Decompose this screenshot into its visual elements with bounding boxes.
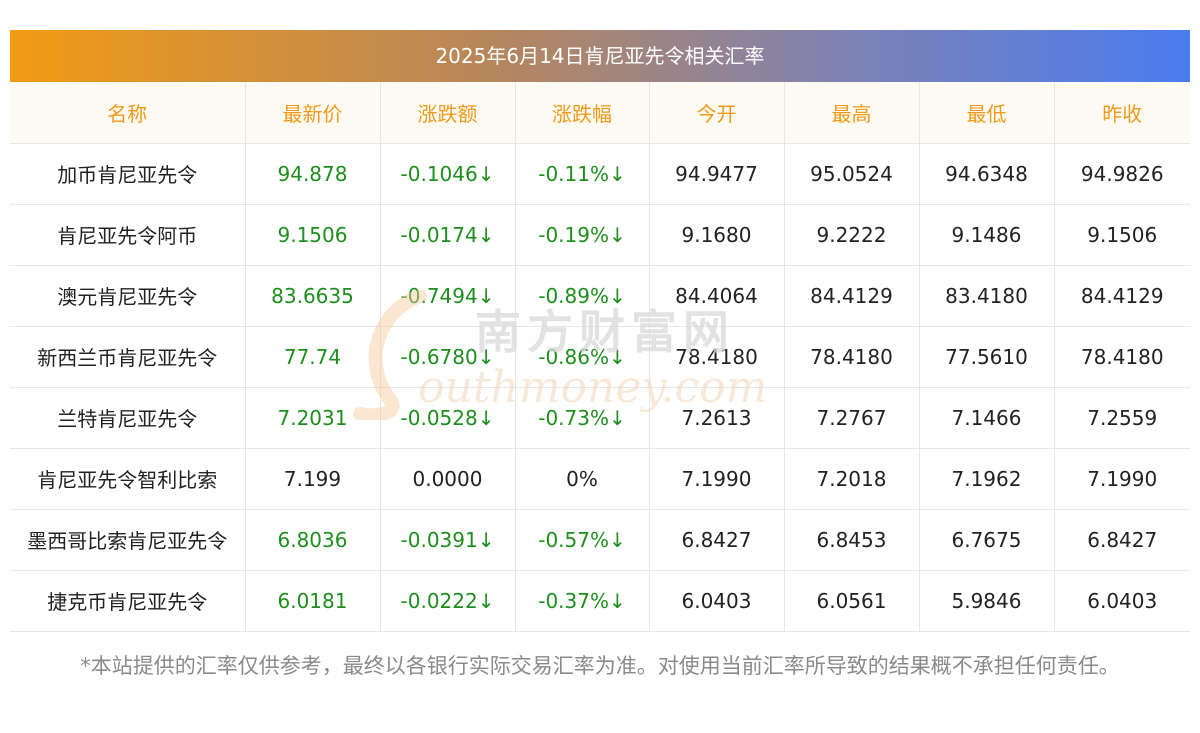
row-low: 9.1486	[919, 204, 1055, 266]
table-row: 肯尼亚先令阿币 9.1506 -0.0174↓ -0.19%↓ 9.1680 9.2222…	[10, 204, 1190, 266]
row-high: 95.0524	[784, 143, 920, 205]
column-header-high: 最高	[784, 82, 920, 144]
row-prev-close: 7.1990	[1054, 448, 1190, 510]
row-low: 94.6348	[919, 143, 1055, 205]
column-header-latest: 最新价	[245, 82, 381, 144]
table-row: 墨西哥比索肯尼亚先令 6.8036 -0.0391↓ -0.57%↓ 6.8427 6.8…	[10, 509, 1190, 571]
row-prev-close: 94.9826	[1054, 143, 1190, 205]
row-latest: 7.199	[245, 448, 381, 510]
row-open: 6.8427	[649, 509, 785, 571]
row-latest: 83.6635	[245, 265, 381, 327]
row-open: 7.1990	[649, 448, 785, 510]
row-latest: 94.878	[245, 143, 381, 205]
row-open: 94.9477	[649, 143, 785, 205]
row-low: 7.1466	[919, 387, 1055, 449]
column-header-open: 今开	[649, 82, 785, 144]
table-header-row: 名称 最新价 涨跌额 涨跌幅 今开 最高 最低 昨收	[10, 82, 1190, 144]
row-latest: 6.0181	[245, 570, 381, 632]
row-prev-close: 84.4129	[1054, 265, 1190, 327]
row-name: 澳元肯尼亚先令	[10, 265, 246, 327]
row-latest: 6.8036	[245, 509, 381, 571]
row-high: 6.8453	[784, 509, 920, 571]
row-name: 墨西哥比索肯尼亚先令	[10, 509, 246, 571]
row-change: -0.0391↓	[380, 509, 516, 571]
table-row: 兰特肯尼亚先令 7.2031 -0.0528↓ -0.73%↓ 7.2613 7.2767…	[10, 387, 1190, 449]
row-open: 84.4064	[649, 265, 785, 327]
row-change-pct: -0.19%↓	[515, 204, 650, 266]
row-change-pct: -0.11%↓	[515, 143, 650, 205]
table-row: 加币肯尼亚先令 94.878 -0.1046↓ -0.11%↓ 94.9477 95.05…	[10, 143, 1190, 205]
row-latest: 77.74	[245, 326, 381, 388]
row-prev-close: 6.8427	[1054, 509, 1190, 571]
disclaimer-footnote: *本站提供的汇率仅供参考，最终以各银行实际交易汇率为准。对使用当前汇率所导致的结…	[80, 654, 1120, 678]
row-high: 6.0561	[784, 570, 920, 632]
row-high: 9.2222	[784, 204, 920, 266]
row-name: 新西兰币肯尼亚先令	[10, 326, 246, 388]
row-prev-close: 78.4180	[1054, 326, 1190, 388]
row-change: -0.6780↓	[380, 326, 516, 388]
row-high: 78.4180	[784, 326, 920, 388]
table-title: 2025年6月14日肯尼亚先令相关汇率	[10, 30, 1190, 82]
column-header-change: 涨跌额	[380, 82, 516, 144]
row-change: 0.0000	[380, 448, 516, 510]
row-prev-close: 6.0403	[1054, 570, 1190, 632]
row-latest: 7.2031	[245, 387, 381, 449]
row-change-pct: -0.73%↓	[515, 387, 650, 449]
column-header-low: 最低	[919, 82, 1055, 144]
row-change-pct: -0.37%↓	[515, 570, 650, 632]
row-open: 78.4180	[649, 326, 785, 388]
row-high: 7.2018	[784, 448, 920, 510]
row-high: 7.2767	[784, 387, 920, 449]
row-low: 83.4180	[919, 265, 1055, 327]
table-row: 新西兰币肯尼亚先令 77.74 -0.6780↓ -0.86%↓ 78.4180 78.4…	[10, 326, 1190, 388]
row-prev-close: 9.1506	[1054, 204, 1190, 266]
column-header-name: 名称	[10, 82, 246, 144]
exchange-rate-table: 名称 最新价 涨跌额 涨跌幅 今开 最高 最低 昨收 加币肯尼亚先令 94.878…	[10, 82, 1190, 632]
row-change-pct: -0.89%↓	[515, 265, 650, 327]
row-change-pct: -0.57%↓	[515, 509, 650, 571]
table-row: 肯尼亚先令智利比索 7.199 0.0000 0% 7.1990 7.2018 7.1962…	[10, 448, 1190, 510]
row-open: 6.0403	[649, 570, 785, 632]
table-row: 捷克币肯尼亚先令 6.0181 -0.0222↓ -0.37%↓ 6.0403 6.056…	[10, 570, 1190, 632]
row-low: 77.5610	[919, 326, 1055, 388]
row-name: 肯尼亚先令阿币	[10, 204, 246, 266]
row-high: 84.4129	[784, 265, 920, 327]
row-latest: 9.1506	[245, 204, 381, 266]
rate-table-panel: 2025年6月14日肯尼亚先令相关汇率 名称 最新价 涨跌额 涨跌幅 今开 最高…	[10, 30, 1190, 632]
row-name: 肯尼亚先令智利比索	[10, 448, 246, 510]
row-change: -0.0528↓	[380, 387, 516, 449]
row-change: -0.0222↓	[380, 570, 516, 632]
row-change-pct: -0.86%↓	[515, 326, 650, 388]
row-name: 捷克币肯尼亚先令	[10, 570, 246, 632]
row-change: -0.0174↓	[380, 204, 516, 266]
row-change-pct: 0%	[515, 448, 650, 510]
row-low: 7.1962	[919, 448, 1055, 510]
row-change: -0.7494↓	[380, 265, 516, 327]
row-low: 5.9846	[919, 570, 1055, 632]
row-prev-close: 7.2559	[1054, 387, 1190, 449]
row-open: 7.2613	[649, 387, 785, 449]
column-header-prev-close: 昨收	[1054, 82, 1190, 144]
row-name: 加币肯尼亚先令	[10, 143, 246, 205]
table-row: 澳元肯尼亚先令 83.6635 -0.7494↓ -0.89%↓ 84.4064 84.4…	[10, 265, 1190, 327]
row-name: 兰特肯尼亚先令	[10, 387, 246, 449]
row-low: 6.7675	[919, 509, 1055, 571]
column-header-change-pct: 涨跌幅	[515, 82, 650, 144]
row-open: 9.1680	[649, 204, 785, 266]
row-change: -0.1046↓	[380, 143, 516, 205]
